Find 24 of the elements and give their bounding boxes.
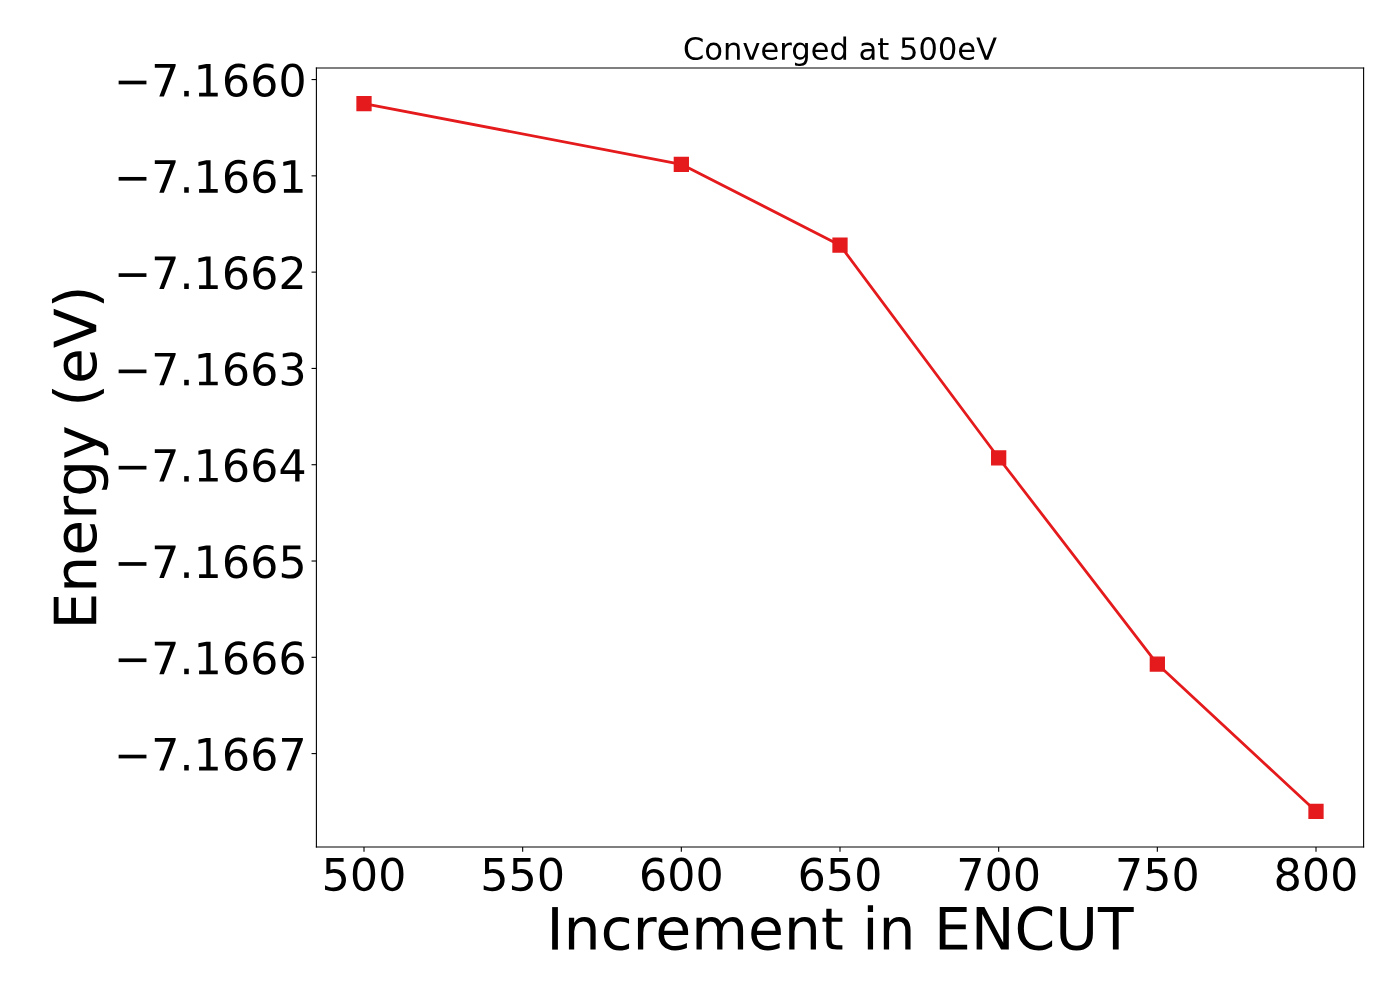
x-tick-label: 500 [325, 857, 404, 892]
y-tick-label: −7.1666 [118, 641, 304, 675]
point [1149, 656, 1165, 672]
chart-title: Converged at 500eV [684, 36, 997, 67]
x-axis-title: Increment in ENCUT [552, 905, 1134, 951]
x-tick-label: 800 [1276, 857, 1356, 892]
x-tick-label: 750 [1118, 857, 1197, 892]
point [673, 156, 689, 172]
y-tick-label: −7.1661 [118, 159, 303, 194]
x-tick-label: 550 [483, 857, 563, 892]
y-tick-label: −7.1660 [118, 63, 304, 98]
point [991, 450, 1007, 466]
x-tick-label: 700 [959, 857, 1039, 892]
y-tick-label: −7.1663 [118, 352, 304, 386]
y-tick-label: −7.1664 [118, 448, 305, 483]
x-tick-label: 600 [642, 857, 721, 892]
x-tick-label: 650 [800, 857, 880, 892]
y-axis-title: Energy (eV) [51, 290, 109, 624]
y-tick-label: −7.1662 [118, 256, 303, 290]
y-tick-label: −7.1667 [118, 737, 303, 772]
point [1308, 803, 1324, 820]
y-tick-label: −7.1665 [118, 544, 303, 579]
point [356, 95, 372, 112]
point [832, 237, 848, 253]
